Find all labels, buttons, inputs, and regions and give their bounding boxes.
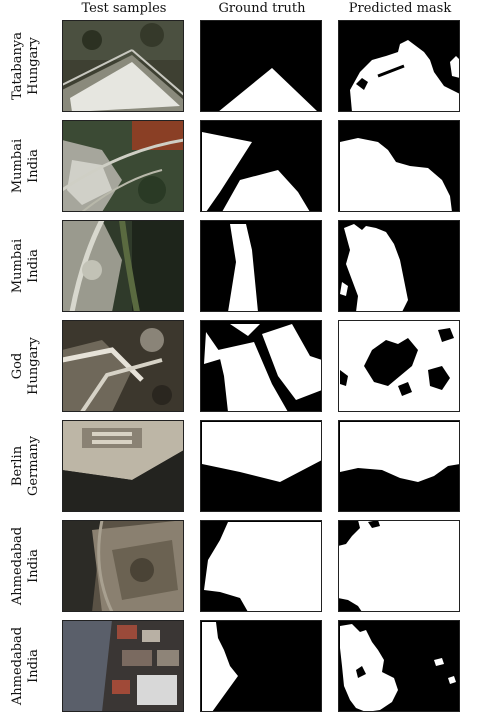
- sample-image-7: [62, 620, 184, 712]
- row-2-country: India: [26, 149, 41, 183]
- row-7-country: India: [26, 649, 41, 683]
- row-6-country: India: [26, 549, 41, 583]
- row-label-2: Mumbai India: [0, 120, 52, 212]
- row-label-5: Berlin Germany: [0, 420, 52, 512]
- sample-image-6: [62, 520, 184, 612]
- ground-truth-mask-2: [200, 120, 322, 212]
- row-label-1: Tatabanya Hungary: [0, 20, 52, 112]
- ground-truth-mask-7: [200, 620, 322, 712]
- row-2-city: Mumbai: [10, 138, 25, 194]
- row-1-city: Tatabanya: [10, 32, 25, 100]
- ground-truth-mask-5: [200, 420, 322, 512]
- ground-truth-mask-6: [200, 520, 322, 612]
- row-3-city: Mumbai: [10, 238, 25, 294]
- predicted-mask-2: [338, 120, 460, 212]
- row-4-city: God: [10, 352, 25, 380]
- predicted-mask-1: [338, 20, 460, 112]
- sample-image-2: [62, 120, 184, 212]
- sample-image-4: [62, 320, 184, 412]
- sample-image-1: [62, 20, 184, 112]
- sample-image-5: [62, 420, 184, 512]
- row-7-city: Ahmedabad: [10, 626, 25, 706]
- row-3-country: India: [26, 249, 41, 283]
- predicted-mask-7: [338, 620, 460, 712]
- row-5-city: Berlin: [10, 445, 25, 487]
- header-ground-truth: Ground truth: [218, 1, 306, 16]
- row-label-6: Ahmedabad India: [0, 520, 52, 612]
- row-6-city: Ahmedabad: [10, 526, 25, 606]
- predicted-mask-6: [338, 520, 460, 612]
- ground-truth-mask-1: [200, 20, 322, 112]
- row-label-3: Mumbai India: [0, 220, 52, 312]
- predicted-mask-4: [338, 320, 460, 412]
- row-1-country: Hungary: [26, 37, 41, 95]
- row-label-7: Ahmedabad India: [0, 620, 52, 712]
- predicted-mask-5: [338, 420, 460, 512]
- row-label-4: God Hungary: [0, 320, 52, 412]
- row-4-country: Hungary: [26, 337, 41, 395]
- ground-truth-mask-3: [200, 220, 322, 312]
- header-predicted-mask: Predicted mask: [348, 1, 452, 16]
- predicted-mask-3: [338, 220, 460, 312]
- row-5-country: Germany: [26, 435, 41, 497]
- sample-image-3: [62, 220, 184, 312]
- header-test-samples: Test samples: [81, 1, 167, 16]
- ground-truth-mask-4: [200, 320, 322, 412]
